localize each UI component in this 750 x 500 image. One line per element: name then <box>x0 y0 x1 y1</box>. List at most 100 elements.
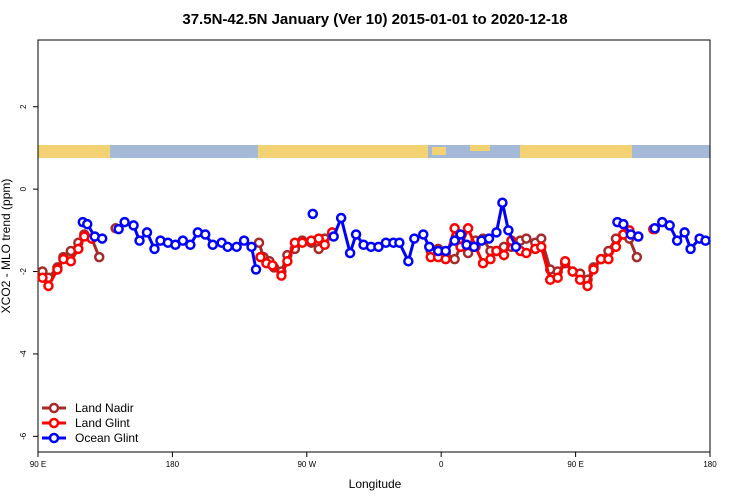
point <box>521 247 532 259</box>
point <box>449 235 460 246</box>
point <box>582 280 593 292</box>
point <box>149 243 160 255</box>
point <box>394 237 405 248</box>
point <box>319 239 330 251</box>
point <box>373 241 384 253</box>
point <box>503 225 514 236</box>
point <box>113 223 124 235</box>
land-band <box>38 145 110 158</box>
legend-marker <box>48 402 60 414</box>
point <box>567 266 578 277</box>
point <box>246 241 257 253</box>
point <box>222 241 233 253</box>
x-tick-label: 90 E <box>30 460 46 469</box>
point <box>403 255 414 267</box>
point <box>119 216 130 228</box>
legend-label: Ocean Glint <box>75 431 139 445</box>
point <box>141 227 153 238</box>
y-tick-label: -4 <box>19 350 28 358</box>
point <box>449 253 460 265</box>
point <box>231 241 242 253</box>
point <box>344 247 356 259</box>
point <box>618 218 629 230</box>
point <box>491 227 502 238</box>
point <box>477 258 489 269</box>
point <box>307 208 319 220</box>
x-tick-label: 90 W <box>297 460 316 469</box>
point <box>328 231 339 242</box>
point <box>497 197 508 208</box>
point <box>679 227 690 238</box>
point <box>200 229 211 240</box>
point <box>43 280 54 292</box>
point <box>335 212 347 224</box>
point <box>255 251 266 263</box>
point <box>96 233 108 244</box>
plot-frame <box>37 39 711 453</box>
y-tick-label: -2 <box>19 267 28 275</box>
point <box>536 233 547 244</box>
point <box>485 253 496 265</box>
y-tick-label: 2 <box>19 104 28 109</box>
point <box>559 255 571 267</box>
point <box>700 235 711 246</box>
point <box>671 235 683 246</box>
land-band <box>258 145 428 158</box>
y-tick-label: 0 <box>19 186 28 191</box>
point <box>588 264 599 275</box>
point <box>253 237 265 248</box>
legend-marker <box>48 432 60 444</box>
point <box>610 241 622 253</box>
point <box>552 272 563 283</box>
point <box>73 243 84 255</box>
point <box>37 272 48 283</box>
legend-marker <box>48 417 60 429</box>
x-axis-label: Longitude <box>349 477 402 491</box>
x-tick-label: 180 <box>166 460 180 469</box>
point <box>409 233 420 244</box>
point <box>177 235 189 246</box>
legend-label: Land Glint <box>75 416 130 430</box>
point <box>449 223 460 234</box>
point <box>267 260 278 271</box>
point <box>631 251 643 263</box>
point <box>440 253 451 265</box>
point <box>685 243 696 255</box>
point <box>93 251 105 263</box>
point <box>491 245 502 257</box>
point <box>521 233 532 244</box>
x-tick-label: 180 <box>703 460 717 469</box>
point <box>52 264 63 275</box>
point <box>185 239 196 251</box>
point <box>350 229 362 240</box>
point <box>574 274 586 286</box>
point <box>603 253 614 265</box>
land-band <box>432 147 446 155</box>
point <box>313 233 324 244</box>
point <box>282 255 293 267</box>
land-mask-strip <box>38 145 710 158</box>
point <box>510 241 522 253</box>
x-tick-label: 90 E <box>567 460 583 469</box>
point <box>134 235 145 246</box>
point <box>276 270 287 281</box>
point <box>468 241 480 253</box>
point <box>498 249 510 261</box>
point <box>418 229 429 240</box>
point <box>440 245 451 257</box>
legend-label: Land Nadir <box>75 401 134 415</box>
y-axis-label: XCO2 - MLO trend (ppm) <box>0 179 13 314</box>
point <box>483 233 495 244</box>
point <box>250 264 262 275</box>
land-band <box>520 145 632 158</box>
y-tick-label: -6 <box>19 432 28 440</box>
point <box>65 255 77 267</box>
land-band <box>470 145 490 151</box>
point <box>536 241 547 253</box>
point <box>424 241 435 253</box>
point <box>455 229 466 240</box>
point <box>207 239 218 251</box>
point <box>462 223 474 234</box>
point <box>633 231 644 242</box>
